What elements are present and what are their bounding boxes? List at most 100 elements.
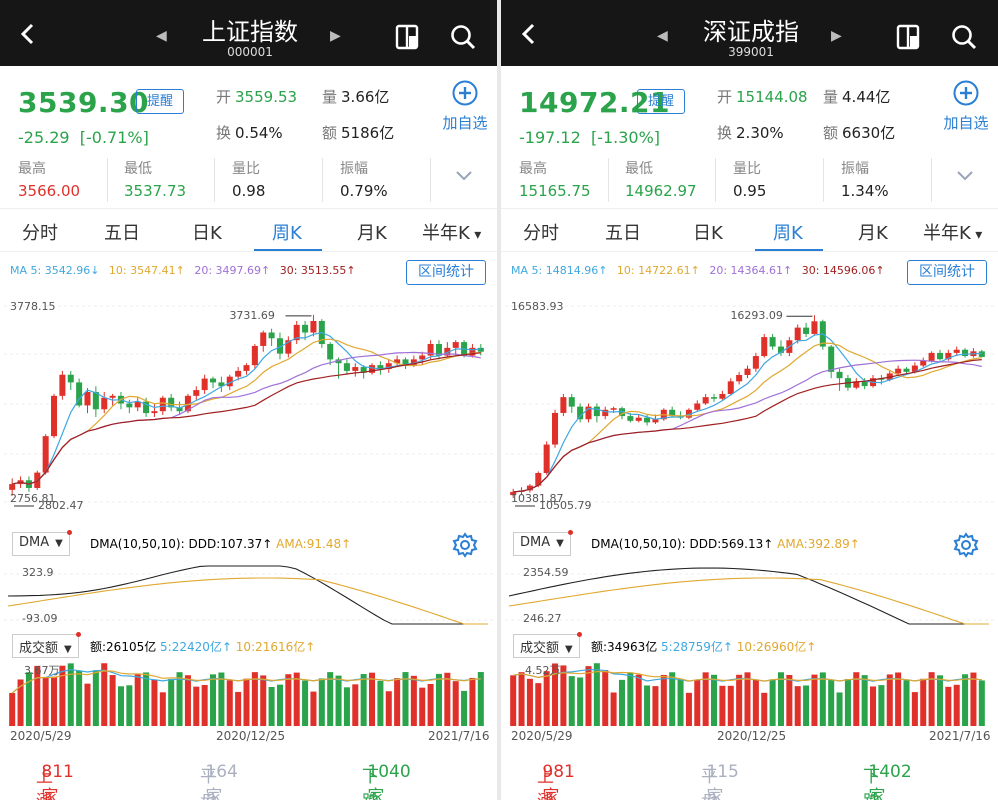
next-arrow-icon[interactable]: ▶ [831, 28, 842, 44]
tab-4[interactable]: 月K [858, 223, 888, 244]
candle-body [769, 337, 776, 347]
volume-selector[interactable]: 成交额 ▼ [12, 632, 81, 658]
volume-bar [911, 692, 918, 726]
volume-values: 额:26105亿 5:22420亿↑ 10:21616亿↑ [90, 638, 315, 655]
dma-chart: 323.9 -93.09 [4, 565, 493, 625]
tab-2[interactable]: 日K [192, 223, 222, 244]
candle-body [276, 338, 283, 354]
candle-body [585, 406, 592, 420]
dma-selector[interactable]: DMA ▼ [513, 530, 573, 556]
tab-0[interactable]: 分时 [22, 223, 58, 244]
date-start: 2020/5/29 [511, 729, 573, 743]
dma-line [7, 565, 488, 625]
volume-bar [335, 675, 342, 726]
candle-body [84, 392, 91, 406]
prev-arrow-icon[interactable]: ◀ [156, 28, 167, 44]
vol-amount: 额:26105亿 [90, 640, 157, 654]
remind-button[interactable]: 提醒 [637, 89, 685, 114]
volume-chart: 4.52万 [510, 663, 985, 726]
split-screen-icon[interactable] [392, 22, 422, 52]
volume-bar [711, 674, 718, 726]
stats-2-label: 量比 [232, 161, 260, 177]
range-stats-button[interactable]: 区间统计 [406, 260, 486, 285]
breadth-down: 1402家 [868, 762, 912, 800]
prev-arrow-icon[interactable]: ◀ [657, 28, 668, 44]
dma-selector[interactable]: DMA ▼ [12, 530, 72, 556]
volume-bar [285, 674, 292, 726]
tab-5[interactable]: 半年K ▾ [422, 223, 482, 244]
tab-dropdown-icon: ▾ [970, 227, 983, 243]
volume-bar [76, 670, 83, 726]
volume-bar [251, 672, 258, 726]
stats-1-label: 最低 [124, 161, 152, 177]
candle-body [268, 332, 275, 339]
tab-1[interactable]: 五日 [104, 223, 140, 244]
back-arrow-icon[interactable] [515, 20, 543, 48]
turnover_label: 换 [717, 124, 733, 142]
volume-bar [677, 679, 684, 726]
candle-body [836, 371, 843, 379]
volume-bar [510, 675, 517, 726]
ma10-value: 10: 3547.41↑ [108, 264, 185, 277]
candle-body [685, 409, 692, 418]
split-screen-icon[interactable] [893, 22, 923, 52]
tab-4[interactable]: 月K [357, 223, 387, 244]
add-watchlist-button[interactable]: 加自选 [440, 80, 490, 133]
index-code: 000001 [227, 45, 273, 59]
volume-bar [836, 692, 843, 726]
volume-bar [819, 672, 826, 726]
candle-body [811, 321, 818, 334]
add-watchlist-button[interactable]: 加自选 [941, 80, 991, 133]
volume-bar [92, 670, 99, 726]
volume-bar [828, 679, 835, 726]
search-icon[interactable] [448, 22, 478, 52]
stats-0-value: 15165.75 [519, 182, 591, 200]
chevron-down-icon[interactable] [956, 170, 974, 182]
range-stats-button[interactable]: 区间统计 [907, 260, 987, 285]
volume-bar [727, 685, 734, 726]
stats-row: 最高 3566.00 最低 3537.73 量比 0.98 振幅 0.79% [0, 152, 497, 208]
search-icon[interactable] [949, 22, 979, 52]
stat-volume-ratio: 量比 0.95 [733, 158, 766, 200]
tab-2[interactable]: 日K [693, 223, 723, 244]
candle-body [243, 365, 250, 371]
dma-select_label: DMA [520, 535, 551, 550]
tab-dropdown-icon: ▾ [469, 227, 482, 243]
dma-values: DMA(10,50,10): DDD:569.13↑ AMA:392.89↑ [591, 537, 860, 551]
add-watchlist-label: 加自选 [442, 114, 488, 132]
volume-bar [719, 685, 726, 726]
candle-body [577, 406, 584, 420]
amount_label: 额 [322, 124, 338, 142]
gear-icon[interactable] [452, 532, 478, 558]
tab-5[interactable]: 半年K ▾ [923, 223, 983, 244]
volume-chart: 3.67万 [9, 663, 484, 726]
stats-0-label: 最高 [18, 161, 46, 177]
gear-icon[interactable] [953, 532, 979, 558]
candle-body [42, 436, 49, 473]
remind-button[interactable]: 提醒 [136, 89, 184, 114]
candle-body [251, 345, 258, 366]
candle-body [92, 392, 99, 410]
chevron-down-icon[interactable] [455, 170, 473, 182]
candle-body [151, 411, 158, 414]
candle-body [302, 324, 309, 333]
candle-body [184, 395, 191, 412]
volume-bar [685, 692, 692, 726]
active-tab-underline [755, 249, 823, 251]
volume-bar [193, 686, 200, 726]
tab-3[interactable]: 周K [773, 223, 803, 244]
tab-1[interactable]: 五日 [605, 223, 641, 244]
tab-0[interactable]: 分时 [523, 223, 559, 244]
volume-selector[interactable]: 成交额 ▼ [513, 632, 582, 658]
back-arrow-icon[interactable] [14, 20, 42, 48]
dma-name: DMA(10,50,10): [90, 537, 185, 551]
tab-3[interactable]: 周K [272, 223, 302, 244]
next-arrow-icon[interactable]: ▶ [330, 28, 341, 44]
volume-bar [461, 690, 468, 726]
dma-ddd: DDD:569.13↑ [689, 537, 774, 551]
candle-body [427, 344, 434, 356]
candle-body [235, 370, 242, 377]
dma-ddd: DDD:107.37↑ [188, 537, 273, 551]
